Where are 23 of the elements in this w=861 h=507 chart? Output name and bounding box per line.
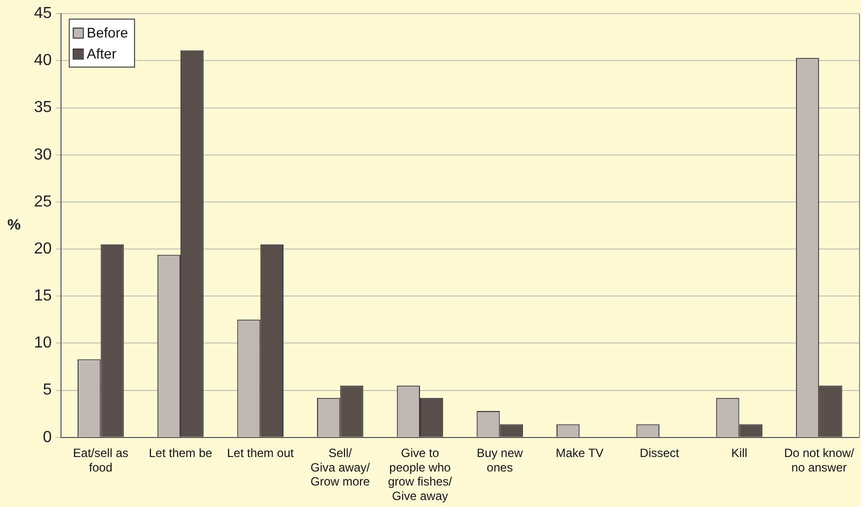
x-tick-label: Dissect [640,446,680,460]
x-tick-label: Give to people who grow fishes/ Give away [388,446,453,504]
y-tick-label: 0 [42,428,52,446]
y-tick-label: 5 [42,382,52,399]
legend-label: Before [86,24,128,40]
x-tick-label: Eat/sell as food [73,446,128,474]
y-tick-label: 40 [34,52,52,70]
y-tick-label: 25 [34,193,52,210]
x-tick-label: Make TV [556,446,604,460]
y-tick-label: 30 [34,146,52,164]
x-tick-label: Buy new ones [476,446,524,474]
legend-label: After [86,45,117,62]
x-tick-label: Kill [731,446,748,460]
y-tick-label: 20 [34,240,52,258]
y-tick-label: 45 [34,5,52,22]
y-tick-label: 35 [34,99,52,116]
x-tick-label: Let them out [226,446,294,460]
x-tick-label: Let them be [148,446,213,460]
x-tick-label: Sell/ Giva away/ Grow more [310,446,371,489]
y-tick-label: 10 [34,334,52,352]
y-axis-title: % [7,216,21,234]
x-tick-label: Do not know/ no answer [784,446,855,474]
y-tick-label: 15 [34,288,52,305]
